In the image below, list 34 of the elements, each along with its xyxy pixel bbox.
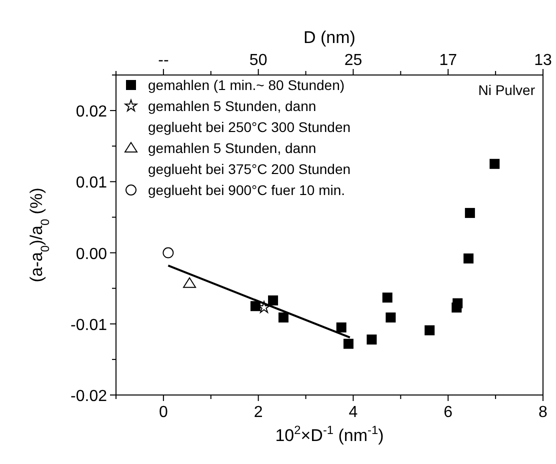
x-tick-label: 0 — [158, 404, 168, 421]
point — [386, 312, 396, 322]
text: 13 — [534, 52, 552, 69]
y-tick-label: 0.00 — [76, 246, 108, 263]
x-tick-label: 6 — [444, 404, 453, 421]
x-axis-title: 10$^{2}$×D$^{-1}$ (nm$^{-1}$) — [275, 423, 384, 445]
legend-label: geglueht bei 900°C fuer 10 min. — [148, 182, 346, 198]
point — [464, 253, 474, 264]
x-tick-label: 4 — [348, 404, 358, 421]
point — [278, 312, 288, 322]
y-tick-label: 0.01 — [76, 174, 108, 192]
y-tick-label: 0.02 — [76, 104, 108, 121]
point — [464, 208, 475, 218]
y-tick-label: -0.01 — [70, 316, 108, 334]
point — [268, 295, 278, 306]
point — [343, 338, 354, 349]
point — [452, 302, 462, 313]
point — [382, 292, 392, 303]
point — [162, 247, 174, 258]
text: 17 — [439, 52, 458, 69]
point — [336, 322, 346, 332]
x-tick-label: 8 — [538, 404, 548, 421]
point — [183, 277, 196, 288]
annotation: Ni Pulver — [478, 82, 536, 98]
text: 25 — [344, 52, 362, 69]
y-tick-label: -0.02 — [70, 388, 108, 405]
point — [424, 325, 435, 336]
text: 50 — [249, 52, 268, 69]
x-tick-label: 2 — [254, 404, 263, 421]
point — [490, 158, 500, 169]
x2-axis-title: D (nm) — [304, 28, 356, 47]
point — [366, 334, 377, 345]
legend-label: gemahlen (1 min.~ 80 Stunden) — [148, 77, 345, 93]
text: -- — [158, 52, 169, 69]
